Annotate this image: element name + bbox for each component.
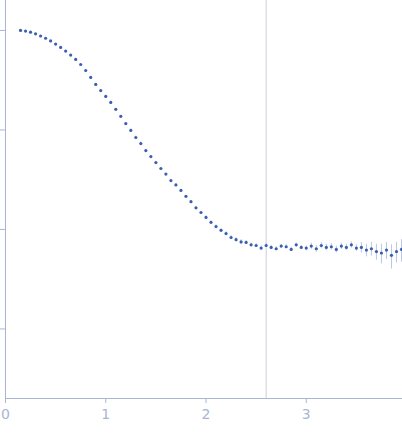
svg-text:0: 0 xyxy=(1,406,10,422)
svg-text:2: 2 xyxy=(202,406,211,422)
svg-text:3: 3 xyxy=(302,406,311,422)
svg-text:1: 1 xyxy=(101,406,110,422)
